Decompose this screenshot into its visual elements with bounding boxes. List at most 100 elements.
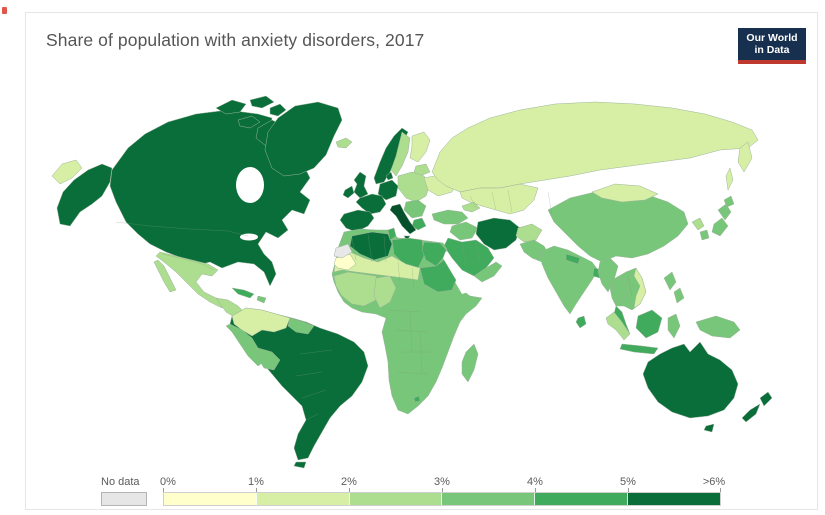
legend-tickmark [442,488,443,492]
no-data-label: No data [101,476,140,488]
region-finland[interactable] [409,131,431,163]
region-colombia-venezuela[interactable] [231,307,291,337]
region-new-guinea[interactable] [695,315,741,339]
region-australia[interactable] [642,341,739,419]
legend-color-bar [163,492,721,506]
no-data-swatch[interactable] [101,492,147,506]
region-france[interactable] [355,193,387,215]
legend-tick-3: 3% [434,476,450,488]
legend-bin-0-1[interactable] [164,493,256,505]
region-caucasus[interactable] [461,201,481,213]
region-united-kingdom[interactable] [353,171,369,199]
region-borneo[interactable] [635,309,663,339]
region-tasmania[interactable] [703,423,715,433]
region-india[interactable] [539,245,599,315]
region-thailand[interactable] [611,277,629,305]
region-philippines[interactable] [663,271,685,304]
region-turkey[interactable] [431,209,469,225]
region-tunisia[interactable] [387,227,397,241]
region-afghanistan[interactable] [515,223,543,243]
legend-bin-5-6plus[interactable] [627,493,720,505]
owid-logo-line2: in Data [754,44,790,56]
region-west-africa[interactable] [333,271,381,307]
region-guyanas[interactable] [287,317,315,335]
owid-logo-text: Our World in Data [738,28,806,60]
region-bolivia[interactable] [257,347,281,371]
region-sahel[interactable] [333,251,421,281]
region-madagascar[interactable] [461,343,479,383]
region-cuba[interactable] [231,287,255,299]
page-title: Share of population with anxiety disorde… [46,30,425,50]
legend-bin-2-3[interactable] [348,493,442,505]
screenshot-artifact-dot [2,7,7,14]
region-alaska[interactable] [56,163,113,227]
region-central-asia[interactable] [459,183,539,215]
region-north-korea[interactable] [691,217,705,231]
region-sweden[interactable] [390,131,411,177]
region-mongolia[interactable] [591,183,659,203]
region-nepal[interactable] [565,253,581,265]
region-japan[interactable] [711,195,735,237]
region-iberia[interactable] [339,209,375,233]
region-south-america[interactable] [229,307,369,469]
region-java[interactable] [619,343,659,355]
owid-logo-red-strip [738,60,806,64]
region-baltics[interactable] [413,163,431,177]
region-western-sahara[interactable] [333,243,353,259]
legend-tick-0: 0% [160,476,176,488]
hudson-bay [236,167,264,203]
legend-bin-1-2[interactable] [255,493,349,505]
legend-tick-1: 1% [248,476,264,488]
owid-logo-line1: Our World [746,32,798,44]
legend-tickmark [256,488,257,492]
region-algeria[interactable] [349,231,393,261]
region-germany[interactable] [377,179,399,201]
region-egypt[interactable] [421,241,447,267]
legend-tick-2: 2% [341,476,357,488]
region-new-zealand[interactable] [741,391,773,423]
region-libya[interactable] [391,237,425,269]
region-chukotka[interactable] [51,159,83,185]
landmasses [51,95,773,469]
region-lesotho[interactable] [413,395,421,403]
region-canada-usa[interactable] [109,109,311,287]
legend-bin-3-4[interactable] [441,493,535,505]
legend-bin-4-5[interactable] [534,493,628,505]
region-yemen-oman[interactable] [473,261,503,283]
region-balkans[interactable] [403,199,427,219]
region-sakhalin[interactable] [725,167,734,191]
region-kamchatka[interactable] [737,141,753,173]
region-denmark[interactable] [385,171,394,181]
region-greenland[interactable] [264,101,343,177]
region-sudan[interactable] [419,259,457,293]
legend-tickmark [628,488,629,492]
region-iceland[interactable] [335,137,353,149]
region-vietnam[interactable] [633,267,647,309]
region-iran[interactable] [475,217,521,251]
region-sri-lanka[interactable] [575,315,587,329]
legend-tickmark [349,488,350,492]
region-russia[interactable] [431,101,759,193]
region-sumatra[interactable] [605,311,631,341]
legend-tickmark [720,488,721,492]
region-mauritania[interactable] [333,253,357,271]
legend-tick-6: >6% [702,476,726,488]
region-sulawesi[interactable] [667,313,681,339]
region-baja-california[interactable] [153,259,177,293]
region-levant-iraq[interactable] [449,221,479,241]
region-peru-ecuador[interactable] [225,323,267,367]
legend-tick-5: 5% [620,476,636,488]
country-border-lines [115,189,633,421]
legend-tick-4: 4% [527,476,543,488]
region-nigeria[interactable] [373,275,397,309]
region-eastern-europe[interactable] [397,171,431,203]
owid-logo[interactable]: Our World in Data [738,28,806,64]
region-ireland[interactable] [342,185,355,199]
region-south-korea[interactable] [699,229,710,241]
region-hispaniola[interactable] [256,295,267,304]
red-sea [440,250,468,294]
